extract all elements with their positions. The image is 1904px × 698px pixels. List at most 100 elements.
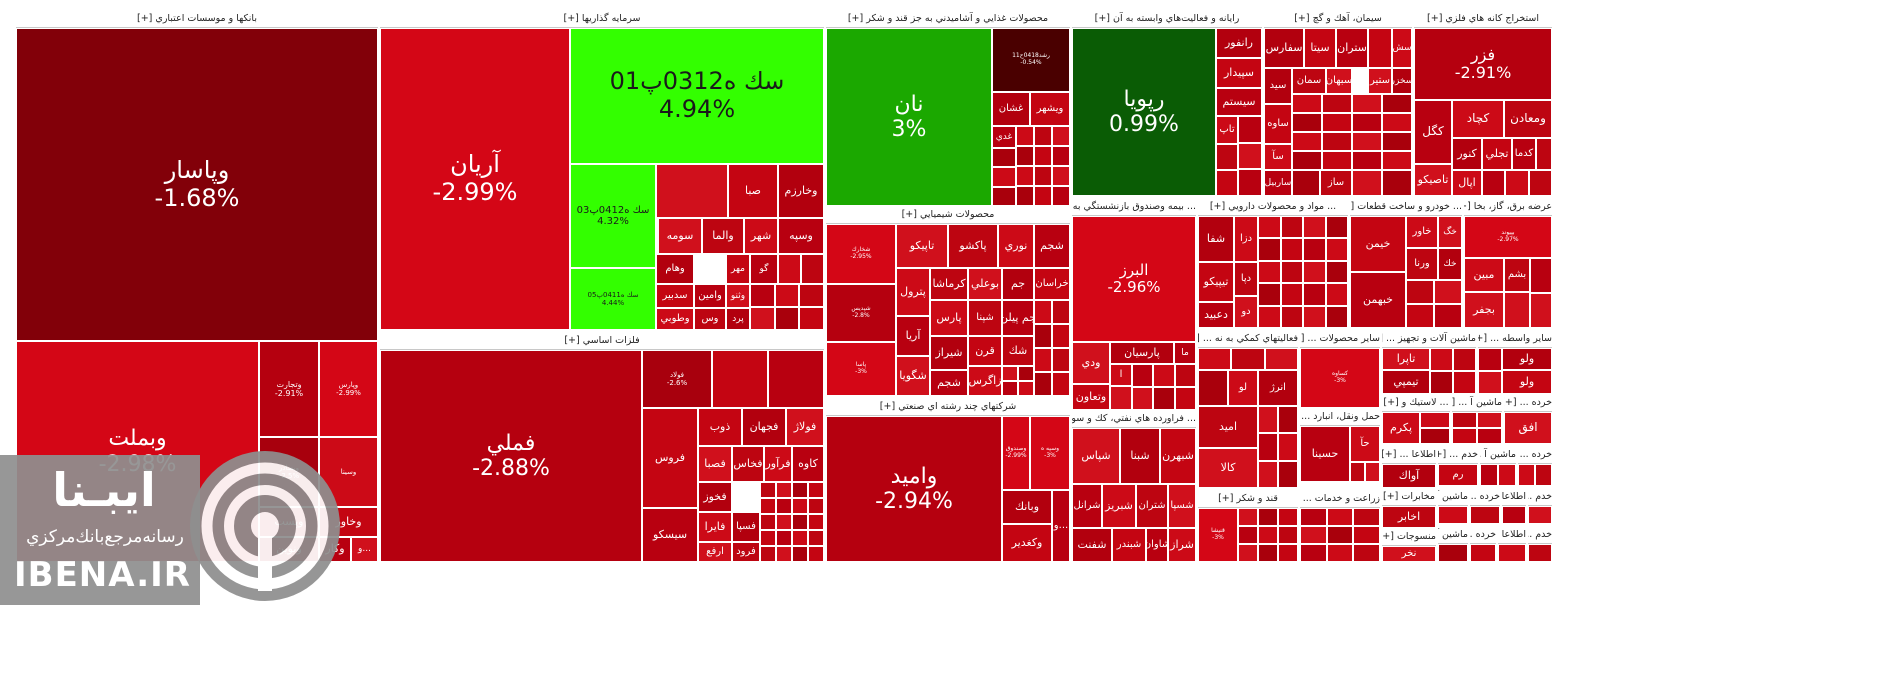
stock-cell-small[interactable] xyxy=(1280,283,1303,306)
stock-cell[interactable]: ساربيل xyxy=(1264,170,1292,196)
stock-cell-small[interactable] xyxy=(1322,151,1352,170)
stock-cell[interactable]: وس xyxy=(694,308,726,330)
stock-cell-small[interactable] xyxy=(1453,371,1476,394)
stock-cell-small[interactable] xyxy=(1353,508,1380,526)
stock-cell[interactable]: سيد xyxy=(1264,68,1292,104)
stock-cell[interactable]: فخاس xyxy=(732,446,764,482)
stock-cell[interactable]: وپاسار -1.68% xyxy=(16,28,378,341)
stock-cell[interactable]: ساز xyxy=(1320,170,1352,196)
stock-cell-small[interactable] xyxy=(1278,433,1298,461)
stock-cell-small[interactable] xyxy=(1365,462,1380,482)
stock-cell-small[interactable] xyxy=(1052,348,1070,372)
stock-cell-small[interactable] xyxy=(808,482,824,498)
stock-cell-small[interactable] xyxy=(992,167,1016,187)
stock-cell-small[interactable] xyxy=(1300,526,1327,544)
stock-cell-small[interactable] xyxy=(776,530,792,546)
stock-cell-small[interactable] xyxy=(1353,526,1380,544)
stock-cell[interactable]: سيسكو xyxy=(642,508,698,562)
stock-cell-small[interactable] xyxy=(1016,166,1034,186)
stock-cell[interactable]: و... xyxy=(1052,490,1070,562)
stock-cell[interactable]: وطوبي xyxy=(656,308,694,330)
stock-cell[interactable]: گو xyxy=(750,254,778,284)
stock-cell[interactable]: تاپرا xyxy=(1382,348,1430,370)
stock-cell-small[interactable] xyxy=(776,482,792,498)
stock-cell-small[interactable] xyxy=(1498,464,1516,486)
stock-cell-small[interactable] xyxy=(1452,428,1477,444)
stock-cell-small[interactable] xyxy=(1034,300,1052,324)
stock-cell[interactable]: سك ه0312پ01 4.94% xyxy=(570,28,824,164)
stock-cell-small[interactable] xyxy=(1258,216,1281,239)
stock-cell-small[interactable] xyxy=(792,482,808,498)
sector-header[interactable]: محصولات شيميايي [+] xyxy=(826,206,1070,224)
stock-cell[interactable]: تيمپي xyxy=(1382,370,1430,394)
stock-cell[interactable]: پرد xyxy=(726,308,750,330)
stock-cell-small[interactable] xyxy=(1034,324,1052,348)
stock-cell-small[interactable] xyxy=(1002,366,1018,381)
stock-cell[interactable]: مهر xyxy=(726,254,750,284)
stock-cell-small[interactable] xyxy=(1258,260,1281,284)
stock-cell[interactable]: لو xyxy=(1228,370,1258,406)
stock-cell-small[interactable] xyxy=(808,514,824,530)
stock-cell-small[interactable] xyxy=(799,284,824,307)
stock-cell[interactable]: فايرا xyxy=(698,512,732,542)
stock-cell[interactable]: فصبا xyxy=(698,446,732,482)
stock-cell-small[interactable] xyxy=(1258,406,1278,434)
stock-cell-small[interactable] xyxy=(1353,544,1380,562)
stock-cell-small[interactable] xyxy=(1280,216,1303,239)
stock-cell-small[interactable] xyxy=(808,530,824,546)
stock-cell[interactable]: شتران xyxy=(1136,484,1168,528)
stock-cell-small[interactable] xyxy=(1322,113,1352,132)
stock-cell[interactable]: ومعادن xyxy=(1504,100,1552,138)
stock-cell[interactable]: انرژ xyxy=(1258,370,1298,406)
stock-cell-small[interactable] xyxy=(808,546,824,562)
stock-cell-small[interactable] xyxy=(1480,464,1498,486)
stock-cell[interactable]: اميد xyxy=(1198,406,1258,448)
stock-cell-small[interactable] xyxy=(1174,364,1196,387)
stock-cell[interactable]: وپارس -2.99% xyxy=(319,341,378,437)
stock-cell-small[interactable] xyxy=(1292,113,1322,132)
stock-cell[interactable]: ا xyxy=(1110,364,1132,386)
stock-cell[interactable]: پارسيان xyxy=(1110,342,1174,364)
stock-cell-small[interactable] xyxy=(1292,170,1320,196)
stock-cell-small[interactable] xyxy=(760,546,776,562)
sector-header[interactable]: ... فراورده هاي نفتي، كك و سوخ [+] xyxy=(1072,410,1196,428)
stock-cell-small[interactable] xyxy=(1420,412,1450,428)
sector-header[interactable]: فعاليتهاي كمكي به نه ... [+] xyxy=(1198,330,1298,348)
sector-header[interactable]: ... لاستيك و [+] xyxy=(1382,394,1450,412)
sector-header[interactable]: سيمان، آهك و گچ [+] xyxy=(1264,10,1412,28)
stock-cell[interactable]: سبهان xyxy=(1326,68,1352,94)
stock-cell[interactable]: شبنا xyxy=(1120,428,1160,484)
stock-cell-small[interactable] xyxy=(760,482,776,498)
stock-cell-small[interactable] xyxy=(1034,186,1052,206)
stock-cell[interactable]: وسپه ه -3% xyxy=(1030,416,1070,490)
sector-header[interactable]: خرده ... [+] xyxy=(1518,446,1552,464)
stock-cell[interactable]: رانفور xyxy=(1216,28,1262,58)
sector-header[interactable]: فلزات اساسي [+] xyxy=(380,332,824,350)
stock-cell[interactable]: شفا xyxy=(1198,216,1234,262)
sector-header[interactable]: محصولات غذايي و آشاميدني به جز قند و شكر… xyxy=(826,10,1070,28)
sector-header[interactable]: خرده ... [+] xyxy=(1504,394,1552,412)
stock-cell-small[interactable] xyxy=(1325,216,1348,239)
stock-cell-small[interactable] xyxy=(768,350,824,408)
stock-cell-small[interactable] xyxy=(1052,186,1070,206)
stock-cell-small[interactable] xyxy=(1238,526,1258,544)
stock-cell-small[interactable] xyxy=(1530,293,1552,328)
stock-cell-small[interactable] xyxy=(1528,170,1552,196)
stock-cell[interactable]: پترول xyxy=(896,268,930,316)
stock-cell-small[interactable] xyxy=(1326,508,1354,526)
stock-cell-small[interactable] xyxy=(1278,460,1298,488)
stock-cell-small[interactable] xyxy=(1382,113,1412,132)
stock-cell[interactable]: حسينا xyxy=(1300,426,1350,482)
stock-cell-small[interactable] xyxy=(1528,506,1552,524)
stock-cell-small[interactable] xyxy=(776,514,792,530)
stock-cell-small[interactable] xyxy=(792,530,808,546)
stock-cell[interactable]: وصندوق -2.99% xyxy=(1002,416,1030,490)
stock-cell-small[interactable] xyxy=(1326,526,1354,544)
sector-header[interactable]: خرده ... [+] xyxy=(1470,526,1496,544)
stock-cell-small[interactable] xyxy=(1352,94,1382,113)
stock-cell[interactable]: صبا xyxy=(728,164,778,218)
stock-cell-small[interactable] xyxy=(1016,146,1034,166)
stock-cell[interactable]: قرن xyxy=(968,336,1002,366)
stock-cell[interactable]: خگ xyxy=(1438,216,1462,248)
stock-cell[interactable]: قنيشا -3% xyxy=(1198,508,1238,562)
